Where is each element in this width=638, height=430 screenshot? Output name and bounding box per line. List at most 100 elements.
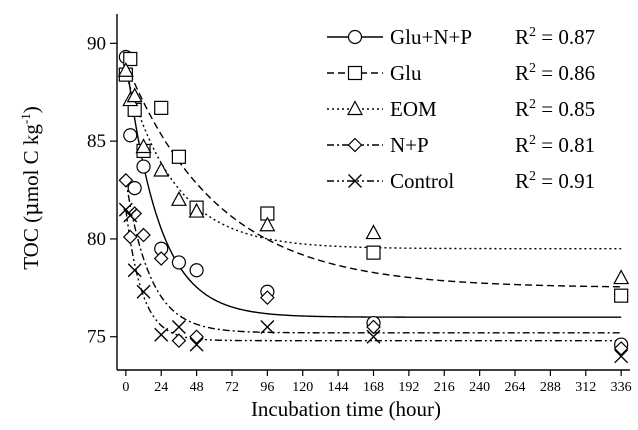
legend-r2-label: R: [515, 61, 529, 85]
legend-r2-label: R: [515, 133, 529, 157]
data-point-cross: [366, 329, 381, 344]
y-axis-title-mu: μ: [19, 202, 43, 216]
legend-item-triangle: EOM R2 = 0.85: [327, 97, 595, 121]
x-tick-label: 48: [190, 380, 204, 395]
legend-r2-exponent: 2: [529, 61, 536, 76]
data-point-diamond: [136, 227, 151, 243]
legend-marker-circle: [347, 29, 363, 45]
y-tick-label: 90: [87, 33, 106, 54]
data-point-triangle: [259, 216, 276, 232]
y-axis-title-suffix: ): [19, 106, 43, 113]
x-tick-label: 168: [363, 380, 384, 395]
x-tick-label: 312: [575, 380, 596, 395]
legend-r2-exponent: 2: [529, 25, 536, 40]
data-point-circle: [123, 128, 138, 143]
data-point-cross: [171, 319, 186, 334]
x-ticks: 0 24 48 72 96 120 144 168 192 216 240 264 288 312 336: [122, 370, 632, 395]
data-point-triangle: [170, 191, 187, 206]
y-axis-title-exponent: -1: [18, 113, 33, 124]
legend-item-square: Glu R2 = 0.86: [327, 61, 595, 85]
legend-r2: R2 = 0.91: [515, 169, 595, 193]
data-point-square: [123, 51, 138, 67]
x-tick-label: 144: [328, 380, 349, 395]
data-point-cross: [118, 202, 133, 217]
data-point-circle: [136, 159, 151, 174]
legend-item-diamond: N+P R2 = 0.81: [327, 133, 595, 157]
legend-r2-label: R: [515, 169, 529, 193]
data-point-square: [366, 245, 381, 260]
legend-r2-value: = 0.86: [536, 61, 595, 85]
data-point-triangle: [153, 161, 170, 177]
data-point-square: [614, 288, 629, 303]
legend-item-cross: Control R2 = 0.91: [327, 169, 595, 193]
y-axis-title-prefix: TOC (: [19, 216, 43, 270]
x-tick-label: 96: [260, 380, 274, 395]
data-point-cross: [614, 349, 629, 364]
x-axis-title: Incubation time (hour): [251, 397, 441, 421]
x-tick-label: 288: [540, 380, 561, 395]
legend-r2: R2 = 0.81: [515, 133, 595, 157]
data-point-triangle: [613, 269, 630, 285]
legend-r2-label: R: [515, 97, 529, 121]
x-tick-label: 264: [505, 380, 526, 395]
x-tick-label: 0: [122, 380, 129, 395]
y-axis-title-unit: mol C kg: [19, 124, 43, 203]
legend-label: Control: [390, 169, 454, 193]
x-tick-label: 120: [292, 380, 313, 395]
data-point-diamond: [153, 251, 169, 266]
x-tick-label: 216: [434, 380, 455, 395]
data-point-diamond: [260, 290, 275, 305]
data-point-diamond: [171, 333, 187, 349]
x-tick-label: 336: [611, 380, 632, 395]
legend-marker-diamond: [347, 137, 363, 153]
x-tick-label: 72: [225, 380, 239, 395]
data-point-diamond: [189, 329, 204, 345]
legend-label: EOM: [390, 97, 437, 121]
data-point-square: [171, 149, 187, 164]
legend-r2-exponent: 2: [529, 133, 536, 148]
legend-r2-exponent: 2: [529, 97, 536, 112]
legend-label: N+P: [390, 133, 429, 157]
legend-marker-cross: [348, 174, 362, 188]
data-point-triangle: [126, 87, 143, 103]
legend-r2-label: R: [515, 25, 529, 49]
legend-r2-exponent: 2: [529, 169, 536, 184]
y-tick-label: 80: [87, 229, 106, 250]
legend-r2: R2 = 0.85: [515, 97, 595, 121]
data-point-triangle: [188, 202, 205, 218]
markers: [117, 49, 630, 364]
data-point-circle: [189, 263, 204, 278]
legend-label: Glu: [390, 61, 422, 85]
fit-curve-cross: [125, 209, 622, 342]
legend-label: Glu+N+P: [390, 25, 472, 49]
data-point-cross: [136, 284, 151, 299]
data-point-diamond: [122, 229, 138, 245]
data-point-diamond: [613, 341, 629, 356]
x-tick-label: 240: [469, 380, 490, 395]
legend-r2: R2 = 0.86: [515, 61, 595, 85]
x-tick-label: 192: [398, 380, 419, 395]
data-point-cross: [123, 208, 138, 223]
legend-r2-value: = 0.87: [536, 25, 595, 49]
data-point-diamond: [366, 319, 381, 335]
data-point-triangle: [365, 224, 382, 240]
legend-r2-value: = 0.85: [536, 97, 595, 121]
legend-r2: R2 = 0.87: [515, 25, 595, 49]
legend-marker-triangle: [346, 100, 364, 116]
x-tick-label: 24: [154, 380, 168, 395]
data-point-square: [154, 100, 169, 115]
data-point-diamond: [118, 172, 134, 188]
data-point-triangle: [117, 61, 134, 77]
y-tick-label: 85: [87, 131, 106, 152]
legend-marker-square: [347, 65, 363, 81]
y-axis-title: TOC (μmol C kg-1): [18, 106, 43, 270]
y-tick-label: 75: [87, 327, 106, 348]
y-ticks: 75 80 85 90: [87, 33, 117, 348]
data-point-cross: [127, 263, 142, 278]
legend-r2-value: = 0.81: [536, 133, 595, 157]
data-point-circle: [127, 180, 142, 196]
legend-r2-value: = 0.91: [536, 169, 595, 193]
data-point-circle: [171, 255, 187, 270]
